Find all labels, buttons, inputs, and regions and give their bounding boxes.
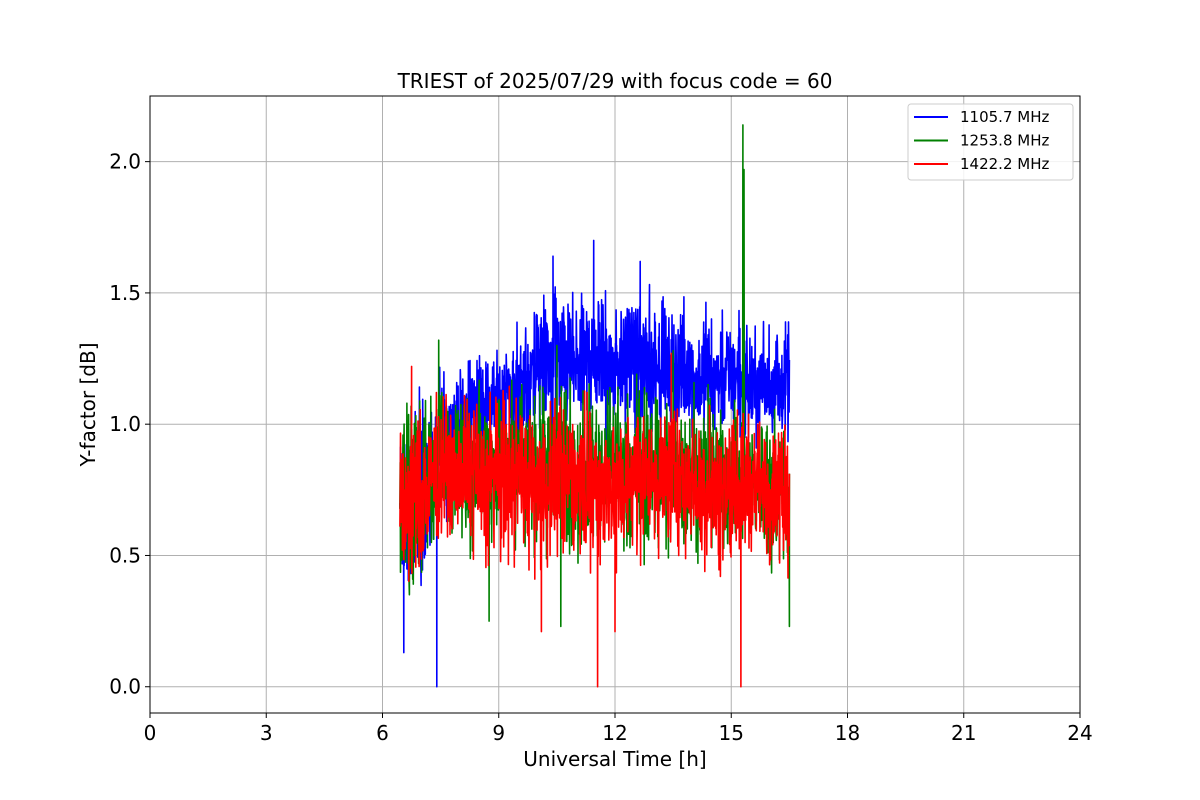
legend-label: 1422.2 MHz (960, 155, 1049, 173)
legend: 1105.7 MHz 1253.8 MHz 1422.2 MHz (907, 103, 1074, 181)
x-tick-label: 6 (376, 721, 389, 745)
x-tick-label: 9 (492, 721, 505, 745)
y-tick-label: 0.0 (109, 675, 141, 699)
x-tick-label: 0 (144, 721, 157, 745)
y-tick-label: 1.5 (109, 281, 141, 305)
series-1422-2-mhz (399, 352, 791, 688)
series-line (399, 352, 791, 688)
x-axis-label: Universal Time [h] (523, 747, 706, 771)
series-layer (399, 124, 791, 688)
y-axis-label: Y-factor [dB] (76, 342, 100, 467)
ticks: 0 3 6 9 12 15 18 21 24 0.0 0.5 1.0 1.5 2.0 (109, 150, 1093, 745)
legend-label: 1253.8 MHz (960, 132, 1049, 150)
x-tick-label: 3 (260, 721, 273, 745)
y-tick-label: 1.0 (109, 412, 141, 436)
x-tick-label: 21 (951, 721, 976, 745)
x-tick-label: 15 (719, 721, 744, 745)
x-tick-label: 18 (835, 721, 860, 745)
x-tick-label: 24 (1067, 721, 1092, 745)
legend-box (907, 103, 1074, 181)
x-tick-label: 12 (602, 721, 627, 745)
y-tick-label: 0.5 (109, 543, 141, 567)
y-tick-label: 2.0 (109, 150, 141, 174)
chart-title: TRIEST of 2025/07/29 with focus code = 6… (397, 69, 833, 93)
legend-label: 1105.7 MHz (960, 108, 1049, 126)
